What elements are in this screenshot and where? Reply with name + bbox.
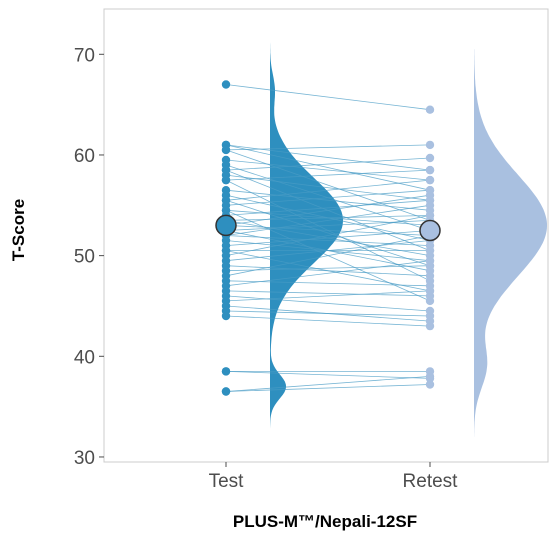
retest-point [425,175,435,185]
pair-line [225,265,431,277]
retest-mean-marker [419,219,441,242]
retest-point [425,380,435,389]
pair-line [225,265,431,272]
pair-line [225,295,431,312]
y-tick-label: 60 [74,146,95,167]
retest-point [425,321,435,331]
pair-line [225,144,431,151]
pair-line [225,315,431,327]
y-axis-title: T-Score [9,199,28,261]
retest-point [425,211,435,220]
pair-line [225,225,431,236]
means-layer [215,214,441,242]
pair-line [225,144,431,191]
pair-line [225,169,431,181]
retest-point [425,191,435,200]
pair-line [225,371,431,379]
pair-line [225,174,431,201]
pair-line [225,376,431,392]
retest-point [425,256,435,265]
y-tick-label: 30 [74,448,95,469]
x-axis: Test Retest [209,462,459,492]
y-tick-label: 70 [74,45,95,66]
pair-line [225,384,431,392]
x-axis-title: PLUS-M™/Nepali-12SF [233,512,417,531]
retest-point [425,246,435,255]
pair-line [225,189,431,206]
test-point [221,145,231,155]
pair-line [225,84,431,111]
pair-line [225,230,431,246]
pair-line [225,290,431,297]
y-axis: 30 40 50 60 70 [74,45,104,469]
test-density [270,29,343,447]
x-tick-label: Retest [403,471,459,492]
pair-line [225,189,431,211]
retest-point [425,271,435,280]
pair-line [225,215,431,256]
test-point [221,367,231,376]
pair-line [225,199,431,267]
pair-line [225,235,431,277]
pair-line [225,215,431,221]
pair-line [225,204,431,236]
pair-line [225,310,431,317]
pair-line [225,290,431,302]
test-point [221,80,231,89]
y-tick-label: 40 [74,347,95,368]
pair-line [225,194,431,226]
pair-line [225,260,431,287]
pair-lines-layer [225,84,431,392]
pair-line [225,179,431,201]
retest-point [425,201,435,210]
y-tick-label: 50 [74,247,95,268]
pair-line [225,199,431,216]
retest-point [425,311,435,321]
pair-line [225,240,431,262]
retest-point [425,153,435,163]
pair-line [225,159,431,181]
pair-line [225,157,431,171]
density-layer [270,29,547,447]
retest-point [425,286,435,296]
retest-density [474,49,547,437]
retest-point [425,105,435,114]
x-tick-label: Test [209,471,245,492]
pair-line [225,149,431,221]
retest-point [425,140,435,150]
retest-point [425,372,435,381]
test-point [221,175,231,185]
test-point [221,311,231,321]
test-point [221,387,231,396]
test-mean-marker [215,214,237,237]
retest-point [425,165,435,175]
